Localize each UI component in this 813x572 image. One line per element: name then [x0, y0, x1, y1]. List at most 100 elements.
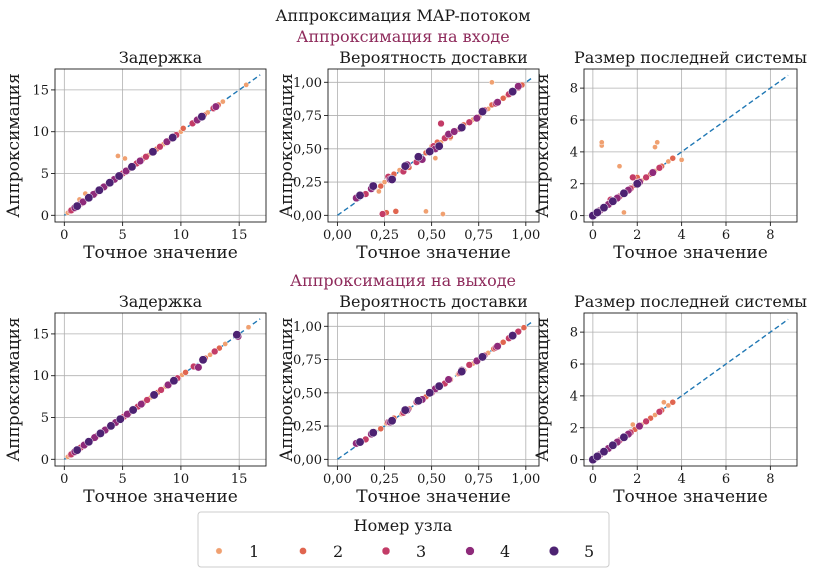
legend-label: 3	[416, 542, 426, 561]
x-tick-label: 1,00	[511, 472, 540, 487]
x-axis-label: Точное значение	[83, 243, 238, 263]
point	[434, 381, 444, 391]
x-tick-label: 0,25	[370, 228, 399, 243]
point	[149, 390, 159, 400]
x-axis-label: Точное значение	[613, 243, 768, 263]
panel-title: Вероятность доставки	[339, 292, 527, 311]
point	[508, 87, 518, 97]
point	[368, 428, 378, 438]
y-axis-label: Аппроксимация	[277, 73, 297, 217]
point	[599, 203, 609, 213]
point	[143, 396, 151, 404]
point	[72, 445, 82, 455]
legend-marker	[215, 547, 223, 555]
legend-label: 5	[584, 542, 594, 561]
panel-title: Размер последней системы	[574, 48, 807, 67]
x-tick-label: 15	[231, 228, 248, 243]
row-title-input: Аппроксимация на входе	[296, 27, 509, 46]
point	[400, 161, 410, 171]
point	[78, 197, 88, 206]
y-tick-label: 15	[32, 83, 49, 98]
x-tick-label: 4	[677, 472, 685, 487]
point	[222, 341, 229, 347]
point	[211, 102, 220, 111]
point	[400, 405, 410, 415]
point	[182, 369, 189, 376]
x-tick-label: 0	[589, 228, 597, 243]
point	[499, 95, 507, 102]
x-tick-label: 1,00	[511, 228, 540, 243]
y-tick-label: 2	[570, 421, 578, 436]
y-tick-label: 1,00	[293, 320, 322, 335]
panels: 0 5 10 15 0 5 10 15 Задержка Точное значение Аппро…	[4, 48, 807, 507]
legend-marker	[548, 545, 560, 557]
y-tick-label: 1,00	[293, 76, 322, 91]
panel-2: 0,00 0,25 0,50 0,75 1,00 0,00 0,25 0,50 0,75 1,00…	[277, 48, 540, 263]
point	[355, 437, 365, 447]
point	[94, 185, 104, 195]
legend-label: 2	[333, 542, 343, 561]
point	[127, 162, 137, 172]
point	[162, 137, 171, 146]
point	[478, 352, 487, 362]
point	[654, 139, 661, 146]
point	[669, 399, 676, 406]
point	[592, 207, 602, 217]
point	[499, 339, 507, 346]
point	[169, 376, 179, 386]
point	[156, 143, 164, 151]
panel-title: Размер последней системы	[574, 292, 807, 311]
y-axis-label: Аппроксимация	[4, 317, 24, 461]
x-tick-label: 8	[766, 472, 774, 487]
legend-label: 4	[500, 542, 510, 561]
x-tick-label: 4	[677, 228, 685, 243]
point	[114, 171, 124, 181]
y-axis-label: Аппроксимация	[277, 317, 297, 461]
y-tick-label: 6	[570, 358, 578, 373]
y-tick-label: 0,50	[293, 142, 322, 157]
point	[434, 141, 444, 151]
series-node-4	[70, 102, 220, 212]
point	[179, 125, 187, 132]
y-tick-label: 6	[570, 114, 578, 129]
x-tick-label: 0,25	[370, 472, 399, 487]
x-tick-label: 0,00	[323, 228, 352, 243]
series-node-5	[355, 87, 518, 200]
point	[207, 351, 213, 358]
point	[105, 178, 115, 188]
point	[72, 201, 82, 211]
point	[96, 428, 105, 438]
point	[84, 193, 94, 203]
point	[157, 386, 165, 394]
point	[137, 400, 146, 409]
y-axis-label: Аппроксимация	[533, 73, 553, 217]
y-tick-label: 4	[570, 145, 578, 160]
x-tick-label: 10	[173, 472, 190, 487]
point	[243, 82, 250, 88]
legend-items: 1 2 3 4 5	[215, 542, 594, 561]
point	[194, 363, 203, 372]
point	[632, 179, 642, 189]
x-tick-label: 15	[231, 472, 248, 487]
panel-title: Вероятность доставки	[339, 48, 527, 67]
legend-item-1: 1	[215, 542, 259, 561]
point	[148, 147, 158, 157]
point	[123, 410, 132, 419]
point	[90, 433, 99, 442]
point	[437, 119, 445, 128]
panel-title: Задержка	[119, 48, 203, 67]
legend-marker	[381, 546, 391, 556]
y-tick-label: 0	[570, 209, 578, 224]
y-tick-label: 15	[32, 327, 49, 342]
point	[220, 98, 226, 105]
y-axis-label: Аппроксимация	[533, 317, 553, 461]
point	[245, 324, 252, 331]
panel-3: 0 2 4 6 8 0 2 4 6 8 Размер последней системы Точное…	[533, 48, 807, 263]
point	[387, 174, 397, 184]
x-tick-label: 10	[173, 228, 190, 243]
panel-title: Задержка	[119, 292, 203, 311]
point	[115, 153, 121, 159]
legend-marker	[465, 546, 475, 556]
point	[665, 402, 672, 409]
figure-title: Аппроксимация MAP-потоком	[275, 6, 530, 25]
